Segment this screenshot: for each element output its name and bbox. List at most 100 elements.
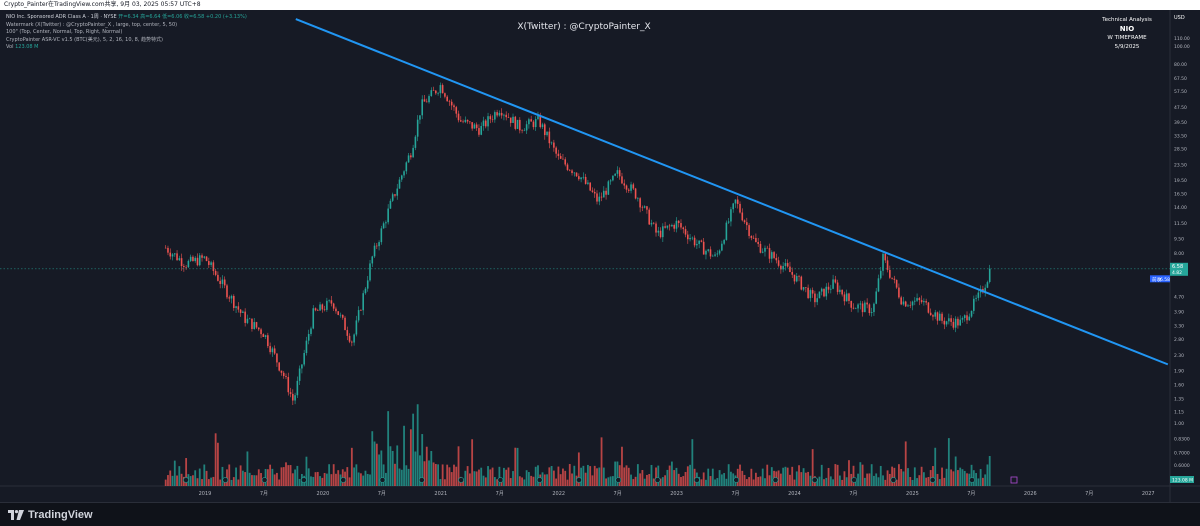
earnings-marker[interactable]: [890, 477, 897, 483]
price-tick-label: 2.30: [1174, 353, 1184, 359]
time-tick-label: 7月: [731, 491, 739, 497]
volume-bar: [786, 467, 789, 486]
volume-bar: [614, 461, 617, 486]
volume-bar: [961, 469, 964, 486]
volume-bar: [164, 479, 167, 486]
volume-bar: [509, 478, 512, 486]
candle-body: [709, 249, 712, 257]
earnings-marker[interactable]: [222, 477, 229, 483]
candle-body: [228, 297, 231, 299]
earnings-marker[interactable]: [379, 477, 386, 483]
dividend-marker[interactable]: [1010, 476, 1018, 484]
candle-body: [600, 196, 603, 198]
candle-body: [895, 279, 898, 288]
earnings-marker[interactable]: [261, 477, 268, 483]
candle-body: [916, 298, 918, 301]
earnings-marker[interactable]: [969, 477, 975, 483]
volume-bar: [346, 467, 349, 486]
candle-body: [616, 170, 619, 174]
candle-body: [748, 225, 750, 236]
volume-bar: [625, 465, 628, 486]
earnings-marker[interactable]: [733, 477, 740, 483]
volume-bar: [498, 466, 501, 486]
earnings-marker[interactable]: [418, 477, 425, 483]
earnings-marker[interactable]: [458, 477, 464, 483]
candle-body: [217, 274, 219, 281]
candle-body: [566, 164, 569, 170]
candle-body: [689, 237, 691, 240]
volume-bar: [468, 473, 471, 486]
volume-bar: [707, 468, 710, 486]
volume-bar: [927, 476, 930, 486]
earnings-marker[interactable]: [851, 477, 857, 483]
candle-body: [830, 288, 832, 290]
earnings-marker[interactable]: [536, 477, 543, 483]
candle-body: [986, 282, 989, 288]
candle-body: [791, 272, 794, 275]
volume-bar: [235, 467, 237, 486]
candle-body: [873, 303, 875, 313]
candle-body: [185, 266, 187, 268]
candle-body: [301, 364, 303, 369]
candle-body: [823, 288, 825, 297]
candle-body: [988, 268, 991, 283]
tradingview-logo[interactable]: TradingView: [8, 509, 93, 521]
candle-body: [655, 223, 657, 233]
volume-bar: [816, 478, 819, 486]
earnings-marker[interactable]: [497, 477, 504, 483]
volume-bar: [428, 460, 430, 486]
earnings-marker[interactable]: [929, 477, 936, 483]
candle-body: [773, 252, 775, 258]
earnings-marker[interactable]: [654, 477, 661, 483]
candle-body: [879, 270, 882, 279]
earnings-marker[interactable]: [300, 477, 307, 483]
volume-bar: [655, 467, 657, 486]
legend-indicator: CryptoPainter ASR-VC v1.5 (BTC(美元), 5, 2…: [6, 36, 163, 43]
candle-body: [659, 230, 662, 238]
candle-body: [498, 112, 501, 116]
volume-bar: [693, 468, 696, 486]
earnings-marker[interactable]: [811, 477, 818, 483]
volume-bar: [228, 464, 231, 486]
earnings-marker[interactable]: [340, 477, 347, 483]
volume-bar: [841, 479, 844, 486]
volume-bar: [611, 476, 614, 486]
candle-body: [723, 239, 725, 244]
candle-body: [473, 124, 476, 129]
volume-bar: [525, 470, 528, 486]
volume-bar: [455, 466, 458, 486]
volume-bar: [745, 479, 748, 486]
legend-symbol-line: NIO Inc. Sponsored ADR Class A · 1周 · NY…: [6, 14, 247, 22]
volume-bar: [782, 467, 785, 486]
earnings-marker[interactable]: [183, 477, 189, 483]
earnings-marker[interactable]: [772, 477, 779, 483]
downtrend-line[interactable]: [295, 18, 1169, 366]
volume-bar: [198, 468, 201, 486]
volume-bar: [691, 439, 694, 486]
volume-bar: [646, 474, 648, 486]
candle-body: [845, 293, 848, 302]
candle-body: [514, 116, 517, 129]
candle-body: [328, 300, 330, 301]
volume-bar: [684, 471, 687, 486]
chart-canvas[interactable]: USD 110.00 100.00 80.00 67.50 57.50 47.50 39.5…: [0, 10, 1200, 502]
volume-bar: [630, 474, 632, 486]
earnings-marker[interactable]: [694, 477, 700, 483]
volume-bar: [700, 479, 703, 486]
price-axis-background: [1170, 10, 1200, 502]
volume-bar: [266, 469, 269, 486]
candle-body: [714, 254, 716, 256]
candle-body: [770, 252, 773, 259]
candle-body: [553, 142, 555, 148]
volume-bar: [720, 474, 723, 486]
earnings-marker[interactable]: [615, 477, 622, 483]
volume-bar: [391, 450, 394, 486]
volume-bar: [657, 465, 660, 486]
candle-body: [809, 290, 812, 299]
earnings-marker[interactable]: [576, 477, 582, 483]
volume-bar: [791, 466, 794, 486]
candle-body: [557, 153, 560, 157]
candle-body: [192, 256, 194, 262]
candle-body: [923, 301, 925, 303]
candle-body: [521, 130, 523, 131]
